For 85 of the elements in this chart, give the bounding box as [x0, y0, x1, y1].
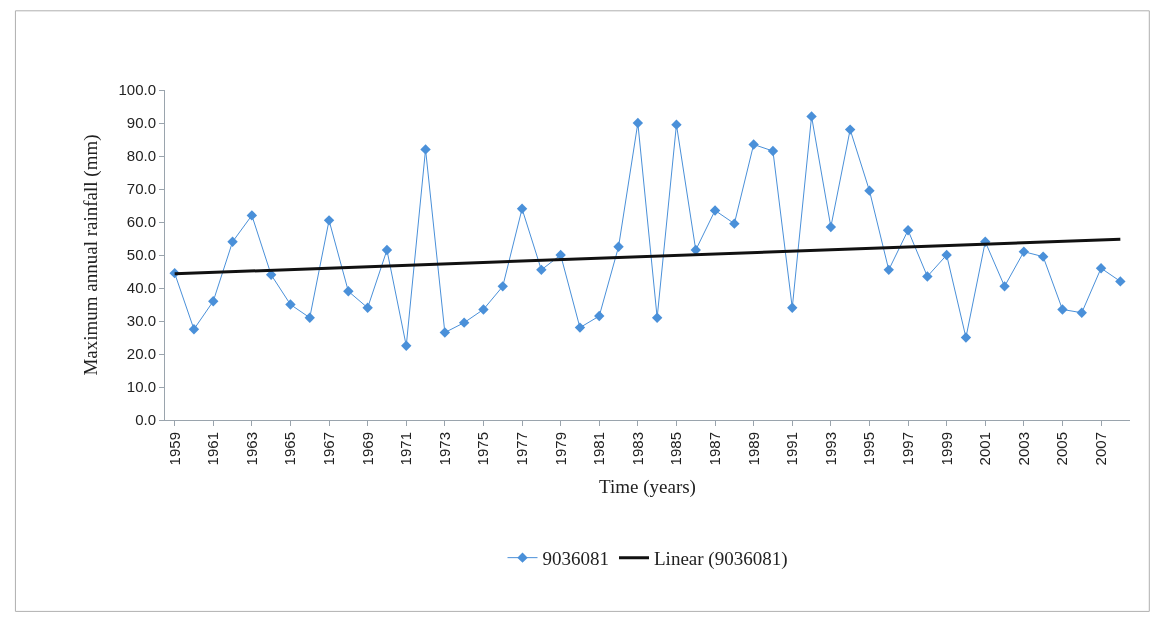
point — [420, 144, 431, 155]
point — [671, 119, 682, 130]
x-tick-label: 1959 — [165, 432, 183, 466]
point — [787, 302, 798, 313]
y-tick-label: 80.0 — [126, 147, 156, 165]
y-tick-label: 0.0 — [135, 411, 156, 429]
point — [864, 185, 875, 196]
point — [709, 205, 721, 216]
point — [401, 340, 412, 351]
x-tick-label: 2007 — [1091, 432, 1109, 466]
point — [439, 327, 451, 338]
x-tick-label: 1981 — [590, 432, 608, 466]
x-tick-label: 1985 — [667, 432, 685, 466]
x-tick-label: 1999 — [937, 432, 955, 466]
point — [323, 215, 335, 226]
x-tick-label: 1969 — [358, 432, 376, 466]
point — [208, 296, 219, 307]
x-axis-title: Time (years) — [599, 476, 696, 499]
x-tick-label: 2001 — [976, 432, 994, 466]
x-tick-label: 1973 — [435, 432, 453, 466]
x-tick-label: 2005 — [1053, 432, 1071, 466]
point — [999, 281, 1010, 292]
point — [1095, 263, 1107, 274]
point — [902, 225, 914, 236]
point — [1018, 246, 1030, 257]
point — [1076, 307, 1087, 318]
x-tick-label: 1987 — [705, 432, 723, 466]
y-tick-label: 50.0 — [126, 246, 156, 264]
x-tick-label: 1971 — [397, 432, 415, 466]
point — [825, 221, 837, 233]
x-tick-label: 2003 — [1014, 432, 1032, 466]
point — [285, 299, 296, 310]
y-tick-label: 20.0 — [126, 345, 156, 363]
x-tick-label: 1975 — [474, 432, 492, 466]
point — [1115, 276, 1126, 287]
x-tick-label: 1993 — [821, 432, 839, 466]
point — [960, 332, 972, 343]
point — [343, 286, 354, 297]
point — [651, 312, 663, 323]
x-tick-label: 1965 — [281, 432, 299, 466]
point — [304, 312, 315, 323]
point — [1057, 304, 1068, 315]
point — [381, 244, 393, 256]
y-tick-label: 30.0 — [126, 312, 156, 330]
legend-label: 9036081 — [542, 548, 609, 570]
y-tick-label: 40.0 — [126, 279, 156, 297]
y-tick-label: 70.0 — [126, 180, 156, 198]
point — [458, 317, 470, 328]
point — [1037, 251, 1049, 262]
point — [246, 210, 258, 221]
point — [922, 271, 933, 282]
x-tick-label: 1997 — [898, 432, 916, 466]
point — [632, 117, 644, 129]
point — [748, 139, 759, 150]
point — [188, 324, 200, 335]
point — [536, 264, 547, 276]
point — [574, 322, 586, 333]
y-tick-label: 90.0 — [126, 114, 156, 132]
point — [767, 145, 779, 157]
x-tick-label: 1991 — [783, 432, 801, 466]
point — [497, 281, 508, 292]
x-tick-label: 1995 — [860, 432, 878, 466]
point — [844, 124, 856, 135]
point — [362, 302, 373, 313]
x-tick-label: 1961 — [204, 432, 222, 466]
point — [941, 249, 952, 261]
point — [516, 203, 528, 214]
point — [613, 241, 624, 252]
x-tick-label: 1977 — [512, 432, 530, 466]
point — [478, 304, 489, 315]
point — [594, 310, 605, 322]
point — [227, 236, 238, 247]
legend-label: Linear (9036081) — [654, 548, 788, 571]
x-tick-label: 1979 — [551, 432, 569, 466]
point — [729, 218, 740, 229]
y-tick-label: 10.0 — [126, 378, 156, 396]
x-tick-label: 1989 — [744, 432, 762, 466]
y-tick-label: 60.0 — [126, 213, 156, 231]
point — [806, 111, 817, 122]
y-axis-title: Maximum annual rainfall (mm) — [80, 134, 103, 376]
point — [883, 264, 894, 276]
x-tick-label: 1983 — [628, 432, 646, 466]
y-tick-label: 100.0 — [118, 81, 156, 99]
x-tick-label: 1967 — [319, 432, 337, 466]
x-tick-label: 1963 — [242, 432, 260, 466]
